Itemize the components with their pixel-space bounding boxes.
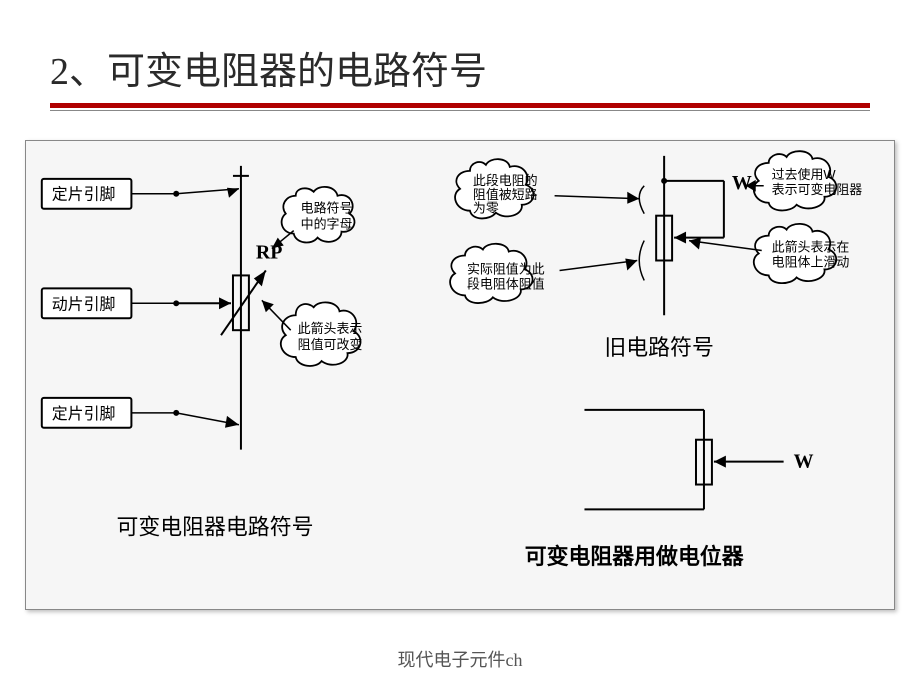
rt-cloud-ul-l3: 为零 (473, 201, 499, 216)
title-subrule (50, 110, 870, 111)
rt-cloud-ll-arrow (625, 258, 637, 270)
rt-cloud-ll-lead (560, 260, 638, 270)
rt-cloud-ul-l2: 阻值被短路 (473, 187, 538, 202)
left-pin-bot-label: 定片引脚 (52, 405, 116, 423)
left-wiper-arrow (219, 297, 231, 309)
rt-cloud-lr-l1: 此箭头表示在 (772, 240, 850, 255)
rt-top-node (661, 178, 667, 184)
rt-cloud-ul-arrow (627, 192, 639, 204)
left-cloud-upper-l2: 中的字母 (301, 217, 353, 232)
footer-text: 现代电子元件ch (0, 646, 920, 672)
left-pin-top-arrow (227, 188, 239, 198)
rt-cloud-lr-l2: 电阻体上滑动 (772, 254, 850, 269)
left-pin-top-label: 定片引脚 (52, 186, 116, 204)
left-caption: 可变电阻器电路符号 (116, 514, 313, 539)
rt-cloud-ul-l1: 此段电阻的 (473, 173, 538, 188)
rb-w-label: W (794, 451, 814, 473)
rt-w-label: W (732, 172, 752, 194)
rt-cloud-ur-l2: 表示可变电阻器 (772, 182, 863, 197)
rt-cloud-ul-lead (555, 196, 640, 199)
slide-title: 2、可变电阻器的电路符号 (50, 40, 870, 95)
left-pin-mid-node (173, 300, 179, 306)
diagram-svg: RP 定片引脚 动片引脚 定片引脚 电路符号 (26, 141, 894, 609)
rt-cloud-ur-l1: 过去使用W (772, 167, 837, 182)
rt-cloud-ll-l2: 段电阻体阻值 (467, 276, 545, 291)
diagram-panel: RP 定片引脚 动片引脚 定片引脚 电路符号 (25, 140, 895, 610)
rt-brace-upper (639, 186, 644, 214)
rt-brace-lower (639, 241, 644, 281)
left-pin-mid-label: 动片引脚 (52, 295, 116, 313)
rt-cloud-lr-arrow (689, 238, 701, 250)
title-rule (50, 103, 870, 108)
left-cloud-lower-l1: 此箭头表示 (298, 321, 363, 336)
rb-caption: 可变电阻器用做电位器 (525, 544, 745, 569)
rt-wiper-arrow (674, 232, 686, 244)
rt-cloud-ll-l1: 实际阻值为此 (467, 261, 545, 276)
left-pin-top-node (173, 191, 179, 197)
rb-wiper-arrow (714, 456, 726, 468)
left-pin-bot-arrow (225, 416, 239, 428)
left-cloud-lower-l2: 阻值可改变 (298, 337, 363, 352)
left-pin-bot-node (173, 410, 179, 416)
left-cloud-upper-l1: 电路符号 (301, 201, 353, 216)
rt-caption: 旧电路符号 (604, 335, 713, 360)
